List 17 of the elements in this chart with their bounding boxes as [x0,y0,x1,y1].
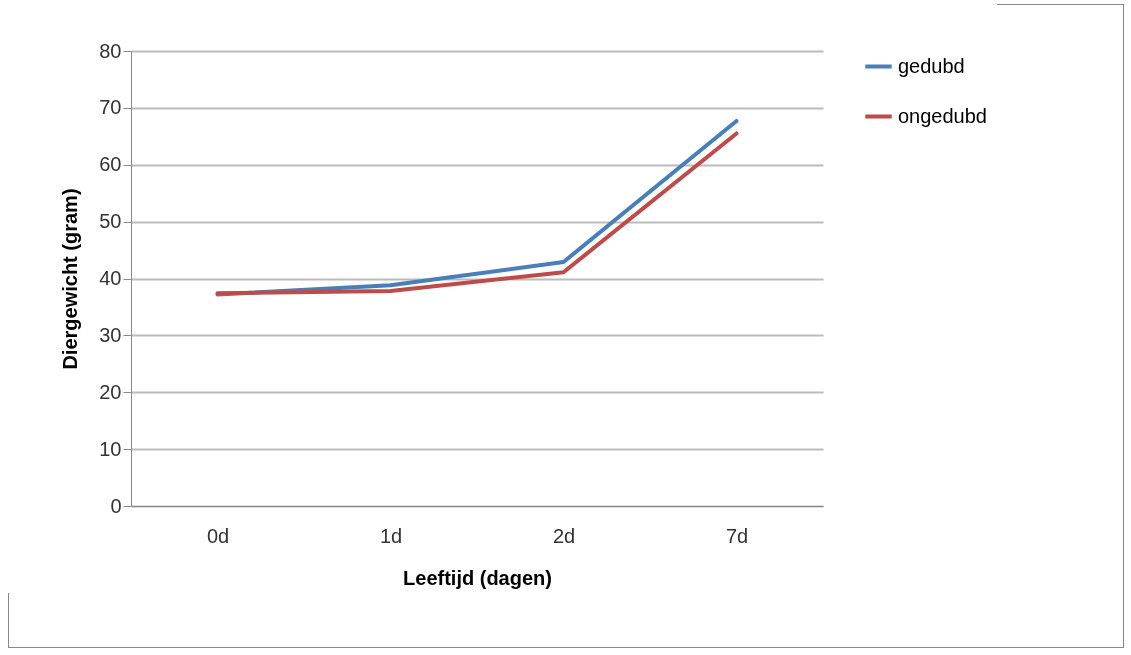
x-tick-label: 0d [206,524,230,547]
y-tick-label: 50 [99,210,122,233]
legend-label: ongedubd [898,104,987,127]
x-tick-label: 1d [379,524,403,547]
x-tick-label: 2d [552,524,576,547]
y-tick-label: 70 [99,96,122,119]
y-tick-label: 80 [99,39,122,62]
y-tick-label: 60 [99,153,122,176]
y-axis-title: Diergewicht (gram) [59,188,82,370]
y-tick-label: 30 [99,323,122,346]
x-axis-title: Leeftijd (dagen) [403,566,552,589]
y-tick-label: 20 [99,380,122,403]
y-tick-label: 10 [99,437,122,460]
x-tick-label: 7d [725,524,749,547]
legend-label: gedubd [898,54,965,77]
y-tick-label: 40 [99,267,122,289]
y-tick-label: 0 [110,494,122,517]
